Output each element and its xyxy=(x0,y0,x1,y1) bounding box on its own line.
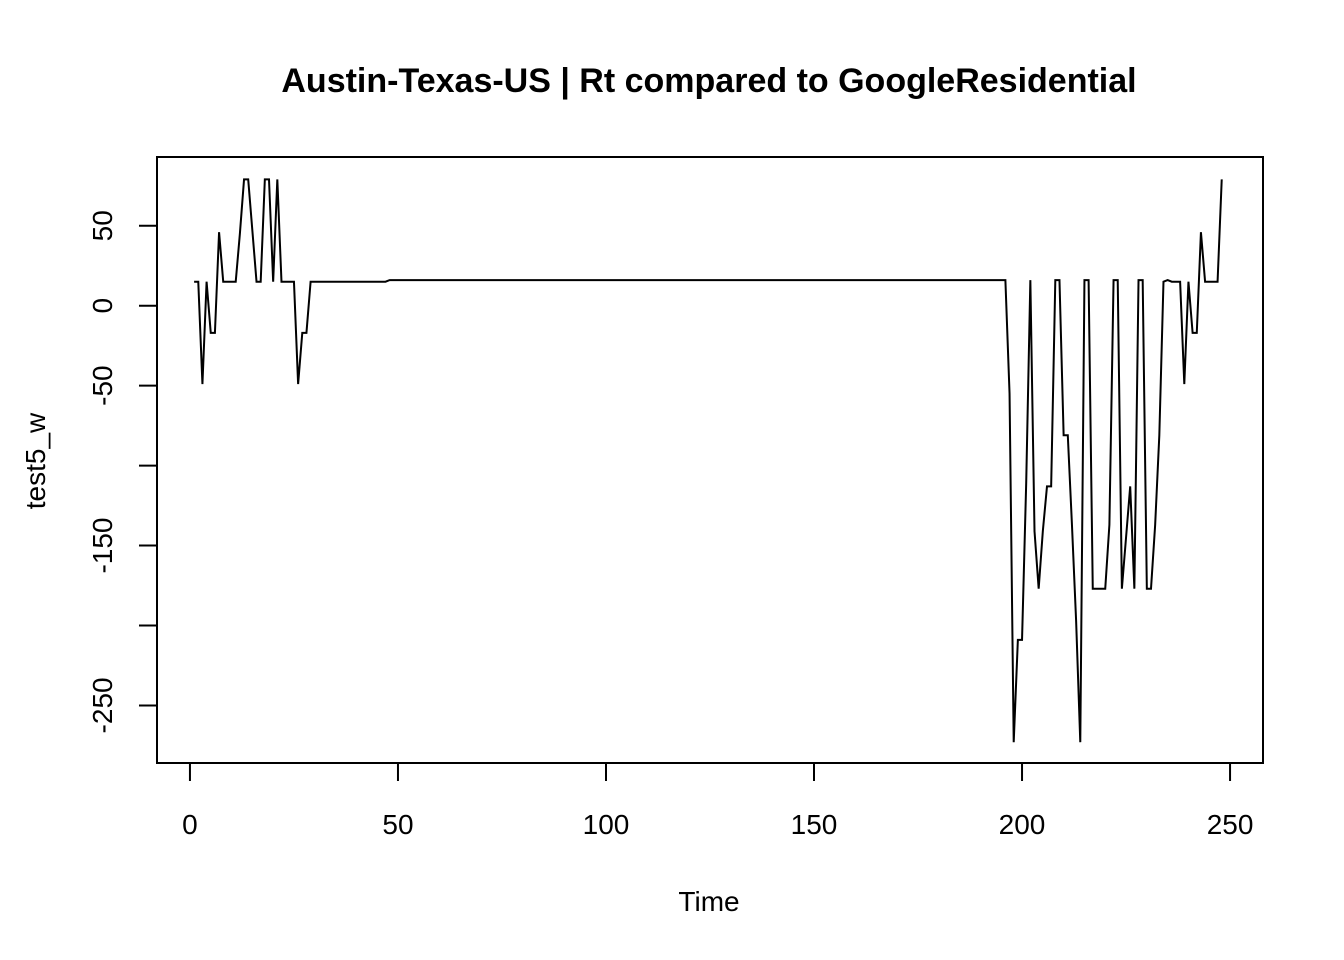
y-axis-label: test5_w xyxy=(20,412,51,509)
y-tick-label: -50 xyxy=(87,365,118,405)
x-tick-label: 100 xyxy=(583,809,630,840)
x-tick-label: 250 xyxy=(1207,809,1254,840)
chart-title: Austin-Texas-US | Rt compared to GoogleR… xyxy=(281,62,1136,100)
x-axis-label: Time xyxy=(678,886,739,917)
y-tick-label: -250 xyxy=(87,677,118,733)
plot-frame xyxy=(156,156,1264,764)
x-tick-label: 200 xyxy=(999,809,1046,840)
x-axis: 0 50 100 150 200 250 xyxy=(182,762,1254,840)
x-tick-label: 50 xyxy=(382,809,413,840)
y-tick-label: -150 xyxy=(87,518,118,574)
x-tick-label: 0 xyxy=(182,809,198,840)
y-tick-label: 0 xyxy=(87,298,118,314)
series-line xyxy=(194,178,1223,743)
x-tick-label: 150 xyxy=(791,809,838,840)
y-axis: -250 -150 -50 0 50 xyxy=(87,210,158,733)
y-tick-label: 50 xyxy=(87,210,118,241)
